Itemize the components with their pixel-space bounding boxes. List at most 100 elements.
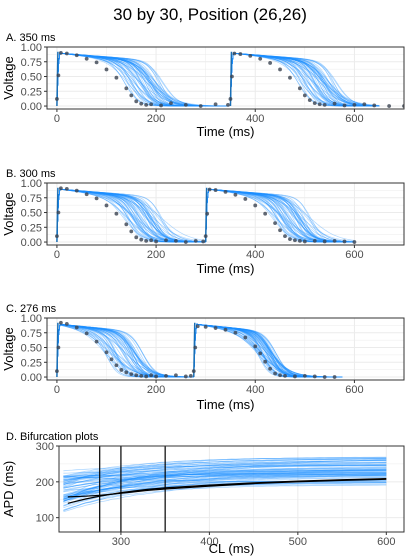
x-tick-label: 600: [345, 113, 363, 125]
upstroke-line: [193, 322, 196, 378]
restitution-curve: [63, 475, 387, 483]
ap-curve: [56, 323, 343, 378]
ap-curve: [56, 324, 343, 378]
y-axis-label: Voltage: [1, 327, 16, 370]
restitution-curve: [63, 464, 387, 502]
ap-curve: [56, 323, 343, 378]
y-tick-label: 0.50: [21, 208, 42, 220]
data-point: [322, 239, 327, 244]
data-point: [273, 221, 277, 226]
restitution-curve: [63, 475, 387, 500]
chart-panel-2: 0 200 400 600 0.00 0.25 0.50 0.75 1.00B. 300 ms T…: [1, 168, 405, 276]
ap-curve: [56, 323, 343, 378]
ap-curve: [56, 188, 355, 243]
x-tick-label: 400: [246, 384, 264, 396]
data-point: [268, 61, 273, 65]
ap-curve: [56, 188, 355, 243]
data-point: [283, 373, 287, 378]
ap-curve: [56, 324, 343, 378]
ap-curve: [56, 323, 343, 378]
restitution-curve: [63, 472, 387, 501]
ap-curve: [56, 189, 355, 243]
data-point: [144, 374, 149, 379]
y-axis-label: APD (ms): [1, 461, 16, 517]
ap-curve: [56, 323, 343, 378]
ap-curve: [56, 188, 355, 243]
axis-ticks: 0 200 400 600 0.00 0.25 0.50 0.75 1.00: [21, 178, 364, 261]
data-point: [273, 371, 277, 376]
ap-curve: [56, 323, 343, 378]
restitution-curve: [63, 473, 387, 485]
ap-curve: [56, 188, 355, 243]
ap-curve: [56, 188, 355, 243]
restitution-curve: [63, 473, 387, 500]
data-point: [84, 331, 89, 336]
y-tick-label: 0.00: [21, 372, 42, 384]
data-point: [64, 51, 69, 56]
data-point: [372, 103, 377, 108]
data-point: [188, 373, 193, 378]
data-point: [134, 99, 139, 104]
restitution-curve: [63, 472, 387, 489]
x-axis-label: CL (ms): [209, 541, 255, 556]
restitution-curve: [63, 457, 387, 483]
ap-curve: [56, 188, 355, 243]
data-point: [226, 102, 230, 107]
y-tick-label: 200: [36, 477, 54, 489]
observed-points: [55, 320, 337, 379]
ap-curve: [56, 323, 343, 378]
restitution-curve: [63, 473, 387, 488]
ap-curve: [56, 323, 343, 378]
restitution-curve: [63, 462, 387, 500]
ap-curve: [56, 188, 355, 243]
restitution-curve: [63, 467, 387, 480]
data-point: [114, 75, 119, 80]
panel-title: A. 350 ms: [6, 32, 56, 44]
restitution-curve: [63, 469, 387, 481]
data-point: [183, 374, 188, 379]
ap-curve: [56, 189, 355, 243]
ap-curve: [56, 323, 343, 378]
ap-curve: [56, 189, 355, 243]
ap-curve: [56, 188, 355, 243]
panel-title: B. 300 ms: [6, 168, 56, 180]
data-point: [174, 373, 178, 378]
ap-curve: [56, 324, 343, 378]
ap-curve: [56, 323, 343, 378]
y-tick-label: 0.75: [21, 193, 42, 205]
data-point: [154, 239, 158, 244]
restitution-curve: [63, 458, 387, 478]
chart-panel-1: 0 200 400 600 0.00 0.25 0.50 0.75 1.00A. 350 ms T…: [1, 32, 405, 139]
data-point: [114, 211, 119, 216]
ap-curve: [56, 188, 355, 243]
y-tick-label: 100: [36, 513, 54, 525]
ap-curve: [56, 323, 343, 378]
ap-curve: [56, 188, 355, 243]
restitution-curve: [63, 461, 387, 479]
ap-curve: [56, 188, 355, 243]
restitution-curve: [63, 473, 387, 485]
simulated-restitution-curves: [63, 456, 387, 513]
data-point: [312, 101, 317, 105]
data-point: [109, 357, 114, 362]
data-point: [352, 102, 357, 107]
upstroke-line: [56, 187, 59, 243]
restitution-curve: [63, 457, 387, 486]
restitution-curve: [63, 461, 387, 499]
ap-curve: [56, 188, 355, 243]
observed-points: [55, 186, 357, 244]
restitution-curve: [63, 480, 387, 513]
restitution-curve: [63, 466, 387, 504]
y-tick-label: 300: [36, 441, 54, 453]
ap-curve: [56, 188, 355, 243]
restitution-curve: [63, 462, 387, 497]
ap-curve: [56, 323, 343, 378]
data-point: [278, 67, 282, 72]
data-point: [258, 351, 263, 356]
x-tick-label: 600: [377, 536, 395, 548]
axis-ticks: 0 200 400 600 0.00 0.25 0.50 0.75 1.00: [21, 42, 364, 125]
y-axis-label: Voltage: [1, 56, 16, 99]
y-axis-label: Voltage: [1, 192, 16, 235]
ap-curve: [56, 323, 343, 378]
ap-curve: [56, 324, 343, 378]
